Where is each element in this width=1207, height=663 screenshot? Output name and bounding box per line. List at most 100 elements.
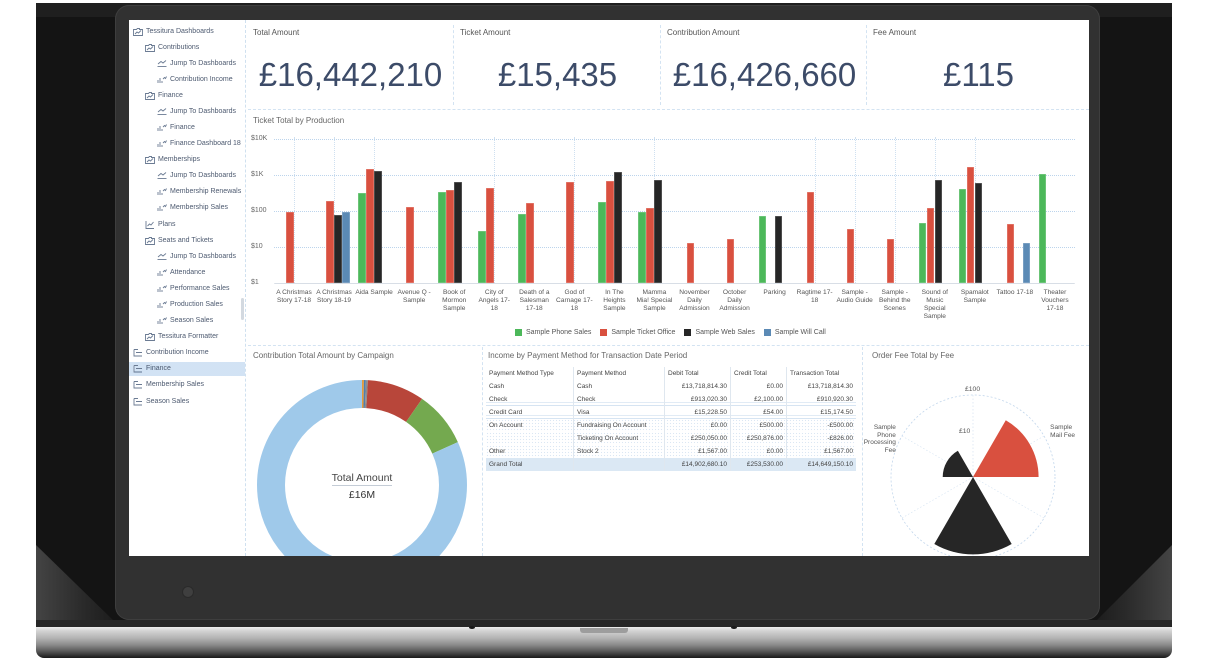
bar[interactable] bbox=[606, 181, 614, 283]
table-cell: £250,050.00 bbox=[664, 432, 730, 445]
sidebar-item[interactable]: Finance bbox=[129, 121, 245, 135]
bar[interactable] bbox=[974, 182, 983, 283]
sidebar-item[interactable]: Jump To Dashboards bbox=[129, 56, 245, 70]
bar[interactable] bbox=[526, 203, 534, 283]
legend-item[interactable]: Sample Will Call bbox=[763, 329, 826, 336]
sidebar-item-label: Performance Sales bbox=[170, 284, 230, 292]
x-tick-label: Parking bbox=[763, 289, 786, 296]
bar[interactable] bbox=[614, 172, 622, 283]
table-cell: £15,228.50 bbox=[664, 406, 730, 419]
bar[interactable] bbox=[366, 168, 374, 283]
bar[interactable] bbox=[566, 181, 574, 283]
polar-sector[interactable] bbox=[942, 450, 973, 477]
sidebar-item[interactable]: Membership Sales bbox=[129, 378, 245, 392]
legend-item[interactable]: Sample Phone Sales bbox=[515, 329, 591, 336]
sidebar-item-label: Finance bbox=[170, 124, 195, 132]
bar[interactable] bbox=[1006, 223, 1015, 283]
section-divider bbox=[248, 109, 1089, 110]
kpi-fee-amount: Fee Amount £115 bbox=[868, 20, 1089, 108]
sidebar-item[interactable]: Season Sales bbox=[129, 314, 245, 328]
sidebar-item[interactable]: Memberships bbox=[129, 153, 245, 167]
bar[interactable] bbox=[286, 211, 294, 283]
bar[interactable] bbox=[342, 211, 350, 283]
sidebar-item[interactable]: Contribution Income bbox=[129, 72, 245, 86]
sidebar-item-label: Attendance bbox=[170, 268, 206, 276]
bar[interactable] bbox=[486, 187, 494, 283]
bar[interactable] bbox=[774, 215, 783, 283]
x-tick-label: God of Carnage 17-18 bbox=[556, 289, 593, 312]
camera-icon bbox=[183, 587, 193, 597]
bar[interactable] bbox=[454, 181, 462, 283]
sidebar-item[interactable]: Jump To Dashboards bbox=[129, 104, 245, 118]
table-cell: Check bbox=[573, 393, 664, 406]
bar[interactable] bbox=[598, 201, 606, 283]
bar[interactable] bbox=[686, 242, 694, 283]
bar[interactable] bbox=[958, 188, 967, 283]
sidebar-item[interactable]: Tessitura Dashboards bbox=[129, 24, 245, 38]
sidebar-item[interactable]: Tessitura Formatter bbox=[129, 330, 245, 344]
bar[interactable] bbox=[846, 228, 855, 283]
bar[interactable] bbox=[806, 191, 815, 283]
bar[interactable] bbox=[726, 238, 735, 283]
plan-icon bbox=[145, 220, 155, 229]
gridline bbox=[274, 175, 1075, 176]
sidebar-item[interactable]: Jump To Dashboards bbox=[129, 249, 245, 263]
sidebar-item-label: Finance Dashboard 18 bbox=[170, 140, 241, 148]
bar[interactable] bbox=[926, 208, 935, 283]
bar[interactable] bbox=[918, 222, 927, 283]
legend-item[interactable]: Sample Ticket Office bbox=[600, 329, 675, 336]
sidebar-item[interactable]: Membership Renewals bbox=[129, 185, 245, 199]
y-tick-label: $1 bbox=[251, 279, 259, 286]
sidebar-item[interactable]: Plans bbox=[129, 217, 245, 231]
bar[interactable] bbox=[646, 208, 654, 283]
sidebar-item[interactable]: Membership Sales bbox=[129, 201, 245, 215]
bar[interactable] bbox=[326, 200, 334, 283]
sidebar-item[interactable]: Finance Dashboard 18 bbox=[129, 137, 245, 151]
bar[interactable] bbox=[966, 167, 975, 283]
bar[interactable] bbox=[638, 211, 646, 283]
sidebar-item[interactable]: Seats and Tickets bbox=[129, 233, 245, 247]
bar[interactable] bbox=[406, 206, 414, 283]
sidebar-item[interactable]: Finance bbox=[129, 88, 245, 102]
donut-slice[interactable] bbox=[257, 380, 467, 556]
bar[interactable] bbox=[358, 193, 366, 283]
bar[interactable] bbox=[654, 180, 662, 283]
sidebar-item[interactable]: Season Sales bbox=[129, 394, 245, 408]
table-title: Income by Payment Method for Transaction… bbox=[488, 351, 688, 360]
dashboard-icon bbox=[157, 284, 167, 293]
sidebar-item[interactable]: Contribution Income bbox=[129, 346, 245, 360]
sidebar-item[interactable]: Attendance bbox=[129, 265, 245, 279]
sidebar-item[interactable]: Finance bbox=[129, 361, 245, 376]
sidebar-item-label: Jump To Dashboards bbox=[170, 252, 237, 260]
jump-icon bbox=[157, 107, 167, 116]
bar[interactable] bbox=[518, 213, 526, 283]
polar-sector[interactable] bbox=[973, 420, 1039, 477]
bar[interactable] bbox=[758, 216, 767, 283]
bar[interactable] bbox=[1038, 173, 1047, 283]
sidebar-item[interactable]: Jump To Dashboards bbox=[129, 169, 245, 183]
polar-sector[interactable] bbox=[934, 477, 1012, 555]
bar[interactable] bbox=[1022, 242, 1031, 283]
donut-chart-title: Contribution Total Amount by Campaign bbox=[253, 351, 394, 360]
vertical-gridline bbox=[574, 137, 576, 283]
table-cell: £250,876.00 bbox=[730, 432, 786, 445]
bar-chart-legend: Sample Phone Sales Sample Ticket Office Sa… bbox=[515, 329, 826, 336]
donut-chart[interactable] bbox=[257, 380, 467, 556]
bar[interactable] bbox=[446, 190, 454, 283]
bar[interactable] bbox=[478, 230, 486, 283]
polar-column-chart[interactable] bbox=[858, 362, 1088, 556]
bar[interactable] bbox=[886, 238, 895, 283]
bar[interactable] bbox=[438, 192, 446, 283]
legend-item[interactable]: Sample Web Sales bbox=[684, 329, 755, 336]
panel-divider bbox=[482, 347, 483, 556]
bar[interactable] bbox=[374, 170, 382, 283]
bar[interactable] bbox=[934, 180, 943, 283]
bar[interactable] bbox=[334, 214, 342, 283]
polar-category-label: Sample Mail Fee bbox=[1050, 424, 1076, 439]
table-cell: £14,902,680.10 bbox=[664, 458, 730, 471]
sidebar-item[interactable]: Production Sales bbox=[129, 298, 245, 312]
sidebar-item[interactable]: Contributions bbox=[129, 40, 245, 54]
sidebar-item[interactable]: Performance Sales bbox=[129, 281, 245, 295]
y-tick-label: $100 bbox=[251, 207, 267, 214]
sidebar-scrollbar[interactable] bbox=[241, 298, 244, 320]
